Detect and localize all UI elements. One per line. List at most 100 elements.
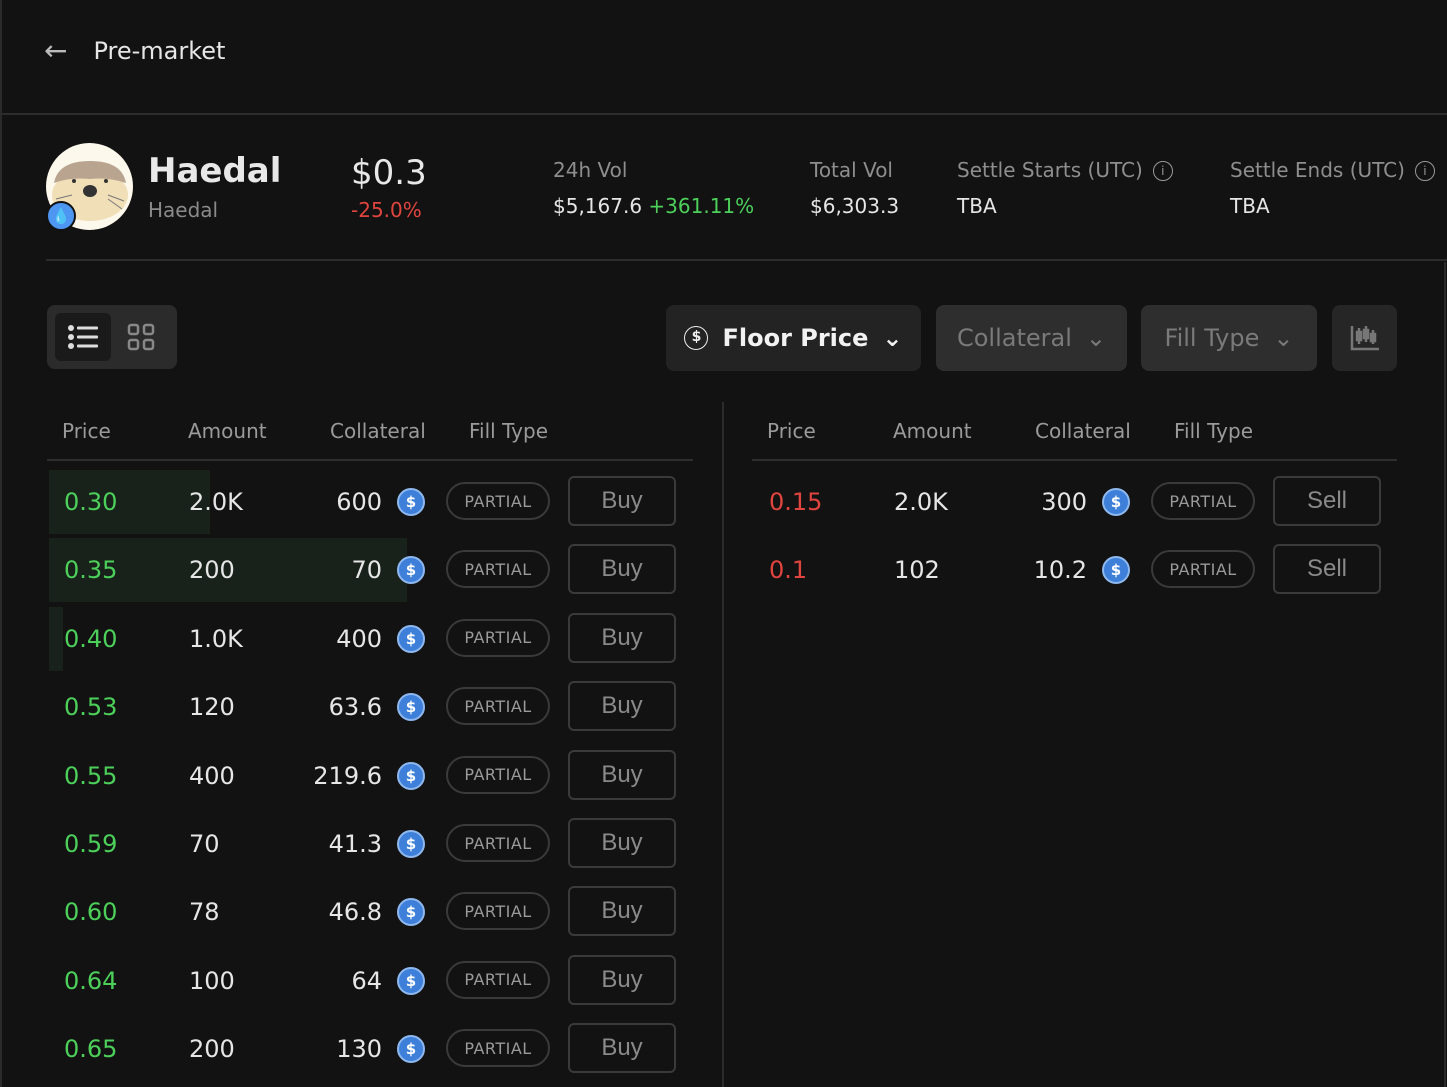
depth-bar [49,470,211,534]
fill-type-badge: PARTIAL [1151,550,1255,589]
buy-button[interactable]: Buy [568,954,676,1005]
order-row: 0.53 120 63.6 $ PARTIAL Buy [47,675,687,743]
order-price: 0.1 [769,556,808,585]
vol-change: +361.11% [648,194,755,218]
order-amount: 78 [189,898,220,927]
col-price: Price [767,419,816,443]
stat-value: TBA [1230,194,1270,218]
chevron-down-icon: ⌄ [1085,324,1106,352]
usdc-icon: $ [397,1035,425,1064]
stat-label: Settle Ends (UTC) [1230,158,1405,182]
grid-view-button[interactable] [113,313,169,361]
depth-bar [49,538,407,603]
order-row: 0.55 400 219.6 $ PARTIAL Buy [47,744,687,812]
fill-type-badge: PARTIAL [1151,482,1255,520]
order-row: 0.30 2.0K 600 $ PARTIAL Buy [47,470,687,538]
usdc-icon: $ [397,761,425,790]
buy-button[interactable]: Buy [568,544,676,595]
order-price: 0.53 [64,693,118,722]
back-arrow-icon[interactable]: ← [44,34,68,67]
collateral-dropdown[interactable]: Collateral ⌄ [936,305,1127,371]
token-symbol: Haedal [148,198,219,222]
order-collateral: 300 [1041,488,1087,516]
buy-table-header: Price Amount Collateral Fill Type [47,405,693,461]
col-collateral: Collateral [330,419,426,443]
order-row: 0.59 70 41.3 $ PARTIAL Buy [47,812,687,880]
stat-settle-end: Settle Ends (UTC) i TBA [1230,158,1435,218]
order-price: 0.65 [64,1035,118,1064]
dropdown-label: Fill Type [1164,324,1260,352]
order-collateral: 10.2 [1033,556,1087,585]
stat-settle-start: Settle Starts (UTC) i TBA [957,158,1173,218]
order-amount: 120 [189,693,235,722]
col-collateral: Collateral [1035,419,1131,443]
order-amount: 200 [189,1035,235,1064]
stat-value: $6,303.3 [810,194,900,218]
price-change: -25.0% [351,198,422,222]
list-icon [68,325,98,349]
buy-button[interactable]: Buy [568,681,676,732]
col-amount: Amount [188,419,267,443]
usdc-icon: $ [397,556,425,585]
order-row: 0.40 1.0K 400 $ PARTIAL Buy [47,606,687,675]
col-amount: Amount [893,419,972,443]
info-icon[interactable]: i [1152,161,1173,181]
stat-value: $5,167.6 [553,194,643,218]
info-icon[interactable]: i [1414,161,1435,181]
col-fill-type: Fill Type [1174,419,1254,443]
fill-type-badge: PARTIAL [446,550,550,589]
buy-button[interactable]: Buy [568,886,676,937]
buy-button[interactable]: Buy [568,1023,676,1074]
buy-button[interactable]: Buy [568,612,676,663]
order-collateral: 600 [336,488,382,516]
stat-label: 24h Vol [553,158,628,182]
buy-button[interactable]: Buy [568,476,676,526]
order-amount: 200 [189,556,235,585]
col-price: Price [62,419,111,443]
candlestick-chart-icon [1350,326,1379,351]
sell-table-header: Price Amount Collateral Fill Type [752,405,1397,461]
fill-type-dropdown[interactable]: Fill Type ⌄ [1141,305,1317,371]
divider [1444,262,1446,1087]
depth-bar [49,606,64,671]
order-price: 0.30 [64,488,118,516]
chevron-down-icon: ⌄ [882,324,903,352]
chart-button[interactable] [1332,305,1397,371]
buy-button[interactable]: Buy [568,818,676,868]
stat-24h-vol: 24h Vol $5,167.6 +361.11% [553,158,754,218]
order-row: 0.65 200 130 $ PARTIAL Buy [47,1017,687,1085]
dropdown-label: Collateral [956,324,1072,352]
order-amount: 2.0K [894,488,948,516]
token-price: $0.3 [351,153,427,193]
fill-type-badge: PARTIAL [446,687,550,726]
chevron-down-icon: ⌄ [1273,324,1294,352]
usdc-icon: $ [1102,488,1130,516]
stat-label: Total Vol [810,158,893,182]
order-row: 0.35 200 70 $ PARTIAL Buy [47,538,687,606]
fill-type-badge: PARTIAL [446,482,550,520]
fill-type-badge: PARTIAL [446,618,550,657]
top-bar: ← Pre-market [2,0,1447,115]
usdc-icon: $ [397,830,425,858]
order-collateral: 46.8 [328,898,382,927]
order-amount: 70 [189,830,220,858]
order-amount: 400 [189,761,235,790]
floor-price-dropdown[interactable]: $ Floor Price ⌄ [666,305,921,371]
list-view-button[interactable] [55,313,111,361]
usdc-icon: $ [1102,556,1130,585]
grid-icon [127,323,155,351]
dollar-icon: $ [684,326,709,350]
sell-button[interactable]: Sell [1273,544,1381,595]
order-price: 0.55 [64,761,118,790]
token-info: 💧 Haedal Haedal $0.3 -25.0% 24h Vol $5,1… [46,143,1447,261]
order-price: 0.60 [64,898,118,927]
stat-value: TBA [957,194,997,218]
col-fill-type: Fill Type [469,419,549,443]
order-row: 0.15 2.0K 300 $ PARTIAL Sell [752,470,1392,538]
page-title: Pre-market [93,36,226,65]
buy-button[interactable]: Buy [568,749,676,800]
usdc-icon: $ [397,488,425,516]
token-name: Haedal [148,151,282,191]
sell-button[interactable]: Sell [1273,476,1381,526]
fill-type-badge: PARTIAL [446,824,550,862]
